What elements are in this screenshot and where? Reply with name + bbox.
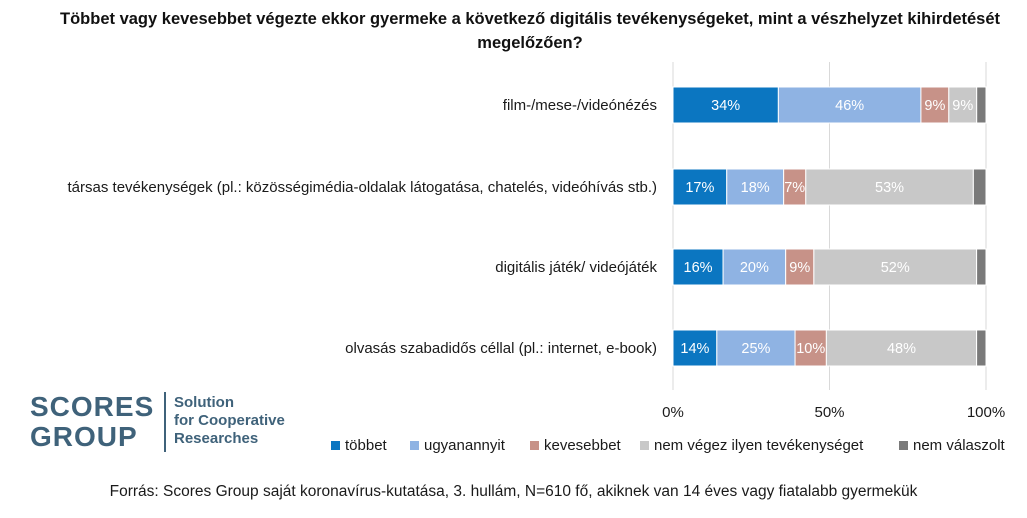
category-label: olvasás szabadidős céllal (pl.: internet… (345, 340, 657, 357)
logo-tagline-3: Researches (174, 430, 259, 447)
legend-label: nem végez ilyen tevékenységet (654, 437, 864, 454)
legend: többet ugyanannyit kevesebbet nem végez ily… (331, 437, 1006, 454)
data-label: 9% (952, 98, 973, 114)
data-label: 17% (685, 180, 714, 196)
bar-segment (825, 329, 978, 367)
bar-segment (976, 248, 987, 286)
legend-label: ugyanannyit (424, 437, 506, 454)
logo-word-top: SCORES (30, 392, 154, 422)
x-axis-ticks: 0% 50% 100% (662, 404, 1005, 421)
data-label: 14% (680, 341, 709, 357)
data-label: 18% (741, 180, 770, 196)
legend-swatch (899, 441, 908, 450)
logo-divider (164, 392, 166, 452)
data-label: 9% (924, 98, 945, 114)
logo-word-bottom: GROUP (30, 422, 138, 452)
category-label: digitális játék/ videójáték (495, 259, 657, 276)
bar-segment (976, 329, 987, 367)
bar-segment (716, 329, 796, 367)
data-label: 10% (796, 341, 825, 357)
x-tick-label: 100% (967, 404, 1005, 421)
bar-segment (722, 248, 787, 286)
category-labels: film-/mese-/videónézés társas tevékenység… (68, 97, 658, 357)
data-label: 9% (789, 260, 810, 276)
legend-swatch (640, 441, 649, 450)
bar-segment (726, 168, 785, 206)
data-label: 53% (875, 180, 904, 196)
bar-segment (813, 248, 978, 286)
data-label: 46% (835, 98, 864, 114)
stacked-bar-chart: film-/mese-/videónézés társas tevékenység… (68, 62, 1006, 454)
legend-label: kevesebbet (544, 437, 622, 454)
logo-tagline-1: Solution (174, 394, 234, 411)
logo-tagline-2: for Cooperative (174, 412, 285, 429)
data-label: 7% (784, 180, 805, 196)
legend-swatch (530, 441, 539, 450)
bar-segment (805, 168, 974, 206)
bar-segment (976, 86, 987, 124)
x-tick-label: 0% (662, 404, 684, 421)
legend-swatch (331, 441, 340, 450)
bar-segment (948, 86, 978, 124)
bar-segment (672, 248, 724, 286)
scores-group-logo: SCORES GROUP Solution for Cooperative Re… (30, 388, 310, 458)
bars: 34% 46% 9% 9% 17% 18% 7% 53% 16% 20% 9% 52% 14% 25% 10… (672, 86, 987, 367)
bar-segment (972, 168, 987, 206)
data-label: 52% (881, 260, 910, 276)
bar-segment (794, 329, 827, 367)
legend-label: többet (345, 437, 388, 454)
data-label: 20% (740, 260, 769, 276)
chart-title: Többet vagy kevesebbet végezte ekkor gye… (60, 10, 1001, 52)
legend-swatch (410, 441, 419, 450)
data-label: 16% (684, 260, 713, 276)
logo-word-top-text: SCORES (30, 391, 155, 422)
legend-label: nem válaszolt (913, 437, 1006, 454)
bar-segment (920, 86, 950, 124)
data-label: 25% (741, 341, 770, 357)
logo-word-bottom-text: GROUP (30, 421, 138, 452)
data-label: 48% (887, 341, 916, 357)
x-tick-label: 50% (814, 404, 844, 421)
category-label: film-/mese-/videónézés (503, 97, 657, 114)
source-note: Forrás: Scores Group saját koronavírus-k… (109, 483, 918, 500)
bar-segment (672, 168, 728, 206)
category-label: társas tevékenységek (pl.: közösségimédi… (68, 179, 657, 196)
data-label: 34% (711, 98, 740, 114)
bar-segment (785, 248, 815, 286)
bar-segment (777, 86, 922, 124)
